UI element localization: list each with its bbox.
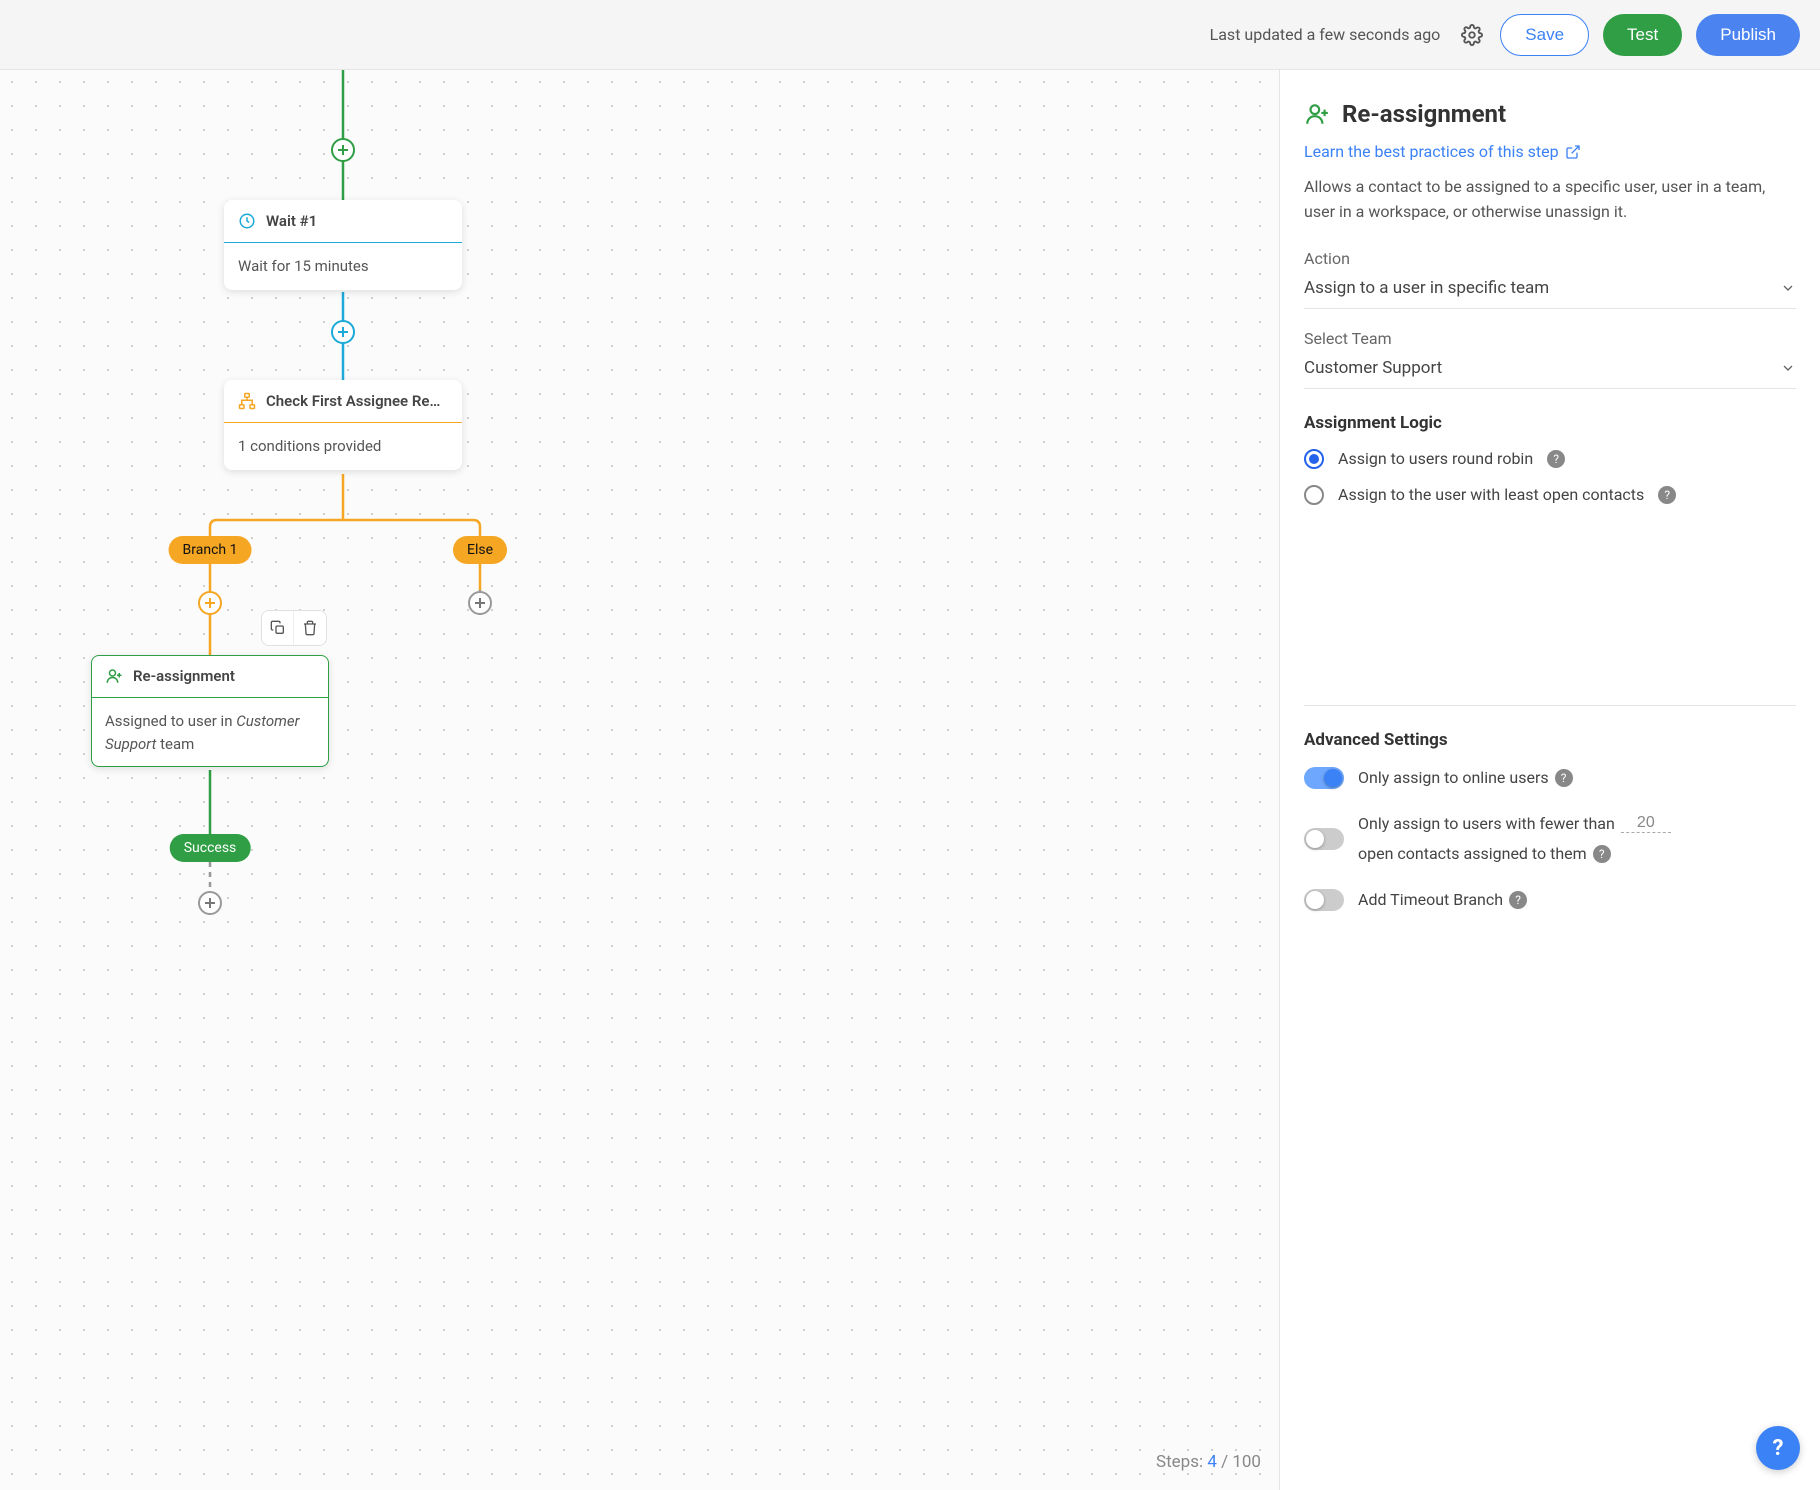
steps-current: 4 [1207, 1452, 1217, 1472]
node-wait[interactable]: Wait #1 Wait for 15 minutes [224, 200, 462, 290]
settings-button[interactable] [1458, 21, 1486, 49]
pill-else[interactable]: Else [453, 536, 507, 564]
steps-label: Steps: [1156, 1452, 1207, 1472]
fewer-count-input[interactable] [1621, 814, 1671, 833]
copy-icon [270, 620, 286, 636]
steps-counter: Steps: 4 / 100 [1156, 1452, 1261, 1472]
learn-link-text: Learn the best practices of this step [1304, 142, 1559, 161]
learn-best-practices-link[interactable]: Learn the best practices of this step [1304, 142, 1796, 161]
radio-round-robin[interactable]: Assign to users round robin ? [1304, 449, 1796, 469]
toggle-label-text: Only assign to online users [1358, 766, 1549, 790]
node-body: 1 conditions provided [224, 423, 462, 470]
test-button[interactable]: Test [1603, 14, 1682, 56]
panel-description: Allows a contact to be assigned to a spe… [1304, 175, 1796, 225]
help-icon[interactable]: ? [1509, 891, 1527, 909]
action-select[interactable]: Assign to a user in specific team [1304, 278, 1796, 308]
help-icon[interactable]: ? [1547, 450, 1565, 468]
node-title: Check First Assignee Re… [266, 392, 440, 410]
save-button[interactable]: Save [1500, 14, 1589, 56]
user-assign-icon [105, 667, 123, 685]
action-field: Action Assign to a user in specific team [1304, 249, 1796, 309]
panel-title-row: Re-assignment [1304, 100, 1796, 128]
add-step-else[interactable] [468, 591, 492, 615]
node-mini-toolbar [261, 610, 327, 646]
help-icon[interactable]: ? [1555, 769, 1573, 787]
panel-title: Re-assignment [1342, 100, 1506, 128]
chevron-down-icon [1780, 280, 1796, 296]
chevron-down-icon [1780, 360, 1796, 376]
node-title: Re-assignment [133, 667, 235, 685]
radio-input[interactable] [1304, 449, 1324, 469]
team-label: Select Team [1304, 329, 1796, 348]
radio-label: Assign to users round robin [1338, 449, 1533, 468]
node-body: Assigned to user in Customer Support tea… [91, 698, 329, 767]
help-icon[interactable]: ? [1593, 845, 1611, 863]
clock-icon [238, 212, 256, 230]
node-body-prefix: Assigned to user in [105, 712, 236, 730]
toggle-label-suffix: open contacts assigned to them [1358, 842, 1587, 866]
toggle-label-prefix: Only assign to users with fewer than [1358, 812, 1615, 836]
topbar: Last updated a few seconds ago Save Test… [0, 0, 1820, 70]
pill-success[interactable]: Success [170, 834, 251, 862]
trash-icon [302, 620, 318, 636]
team-select[interactable]: Customer Support [1304, 358, 1796, 388]
help-icon[interactable]: ? [1658, 486, 1676, 504]
node-reassignment[interactable]: Re-assignment Assigned to user in Custom… [91, 655, 329, 767]
steps-sep: / [1217, 1452, 1232, 1472]
properties-panel: Re-assignment Learn the best practices o… [1280, 70, 1820, 1490]
last-updated-text: Last updated a few seconds ago [1210, 25, 1441, 44]
steps-total: 100 [1232, 1452, 1261, 1472]
add-step-top[interactable] [331, 138, 355, 162]
toggle-label-text: Add Timeout Branch [1358, 888, 1503, 912]
add-step-after-wait[interactable] [331, 320, 355, 344]
toggle-switch[interactable] [1304, 889, 1344, 911]
radio-least-open[interactable]: Assign to the user with least open conta… [1304, 485, 1796, 505]
divider [1304, 705, 1796, 706]
help-fab[interactable]: ? [1756, 1426, 1800, 1470]
toggle-online-users: Only assign to online users ? [1304, 766, 1796, 790]
external-link-icon [1565, 144, 1581, 160]
action-value: Assign to a user in specific team [1304, 278, 1549, 298]
team-field: Select Team Customer Support [1304, 329, 1796, 389]
delete-button[interactable] [294, 611, 326, 645]
add-step-branch1[interactable] [198, 591, 222, 615]
toggle-switch[interactable] [1304, 828, 1344, 850]
team-value: Customer Support [1304, 358, 1442, 378]
add-step-after-success[interactable] [198, 891, 222, 915]
node-check[interactable]: Check First Assignee Re… 1 conditions pr… [224, 380, 462, 470]
connectors [0, 70, 1279, 1490]
node-body: Wait for 15 minutes [224, 243, 462, 290]
advanced-section-title: Advanced Settings [1304, 730, 1796, 750]
toggle-timeout-branch: Add Timeout Branch ? [1304, 888, 1796, 912]
branch-icon [238, 392, 256, 410]
pill-branch1[interactable]: Branch 1 [169, 536, 252, 564]
workflow-canvas[interactable]: Wait #1 Wait for 15 minutes Check First … [0, 70, 1280, 1490]
copy-button[interactable] [262, 611, 294, 645]
radio-label: Assign to the user with least open conta… [1338, 485, 1644, 504]
publish-button[interactable]: Publish [1696, 14, 1800, 56]
action-label: Action [1304, 249, 1796, 268]
radio-input[interactable] [1304, 485, 1324, 505]
toggle-switch[interactable] [1304, 767, 1344, 789]
node-title: Wait #1 [266, 212, 317, 230]
logic-section-title: Assignment Logic [1304, 413, 1796, 433]
gear-icon [1461, 24, 1483, 46]
node-body-suffix: team [156, 735, 194, 753]
toggle-fewer-contacts: Only assign to users with fewer than ope… [1304, 812, 1796, 866]
user-assign-icon [1304, 101, 1330, 127]
